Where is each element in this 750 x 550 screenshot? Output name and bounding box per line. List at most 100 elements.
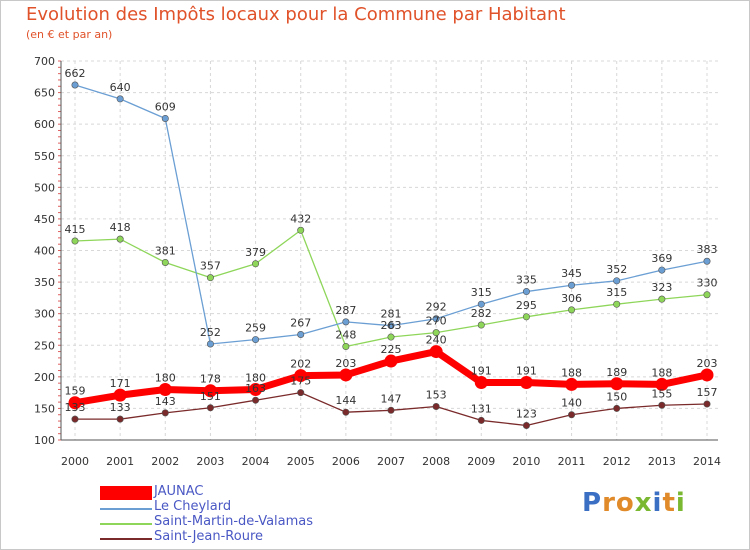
data-point-saint-martin-de-valamas <box>387 333 395 341</box>
x-tick-label: 2001 <box>106 455 134 468</box>
legend-label: Saint-Martin-de-Valamas <box>154 514 314 529</box>
data-label-le-cheylard: 252 <box>200 326 221 339</box>
data-label-jaunac: 240 <box>426 334 447 347</box>
data-label-le-cheylard: 352 <box>606 263 627 276</box>
chart-title: Evolution des Impôts locaux pour la Comm… <box>26 4 566 25</box>
data-label-saint-jean-roure: 151 <box>200 390 221 403</box>
data-label-jaunac: 171 <box>110 377 131 390</box>
data-label-jaunac: 202 <box>290 358 311 371</box>
data-label-saint-martin-de-valamas: 270 <box>426 315 447 328</box>
x-tick-label: 2011 <box>558 455 586 468</box>
data-point-saint-jean-roure <box>252 396 260 404</box>
x-tick-label: 2007 <box>377 455 405 468</box>
proxiti-logo: Proxiti <box>582 488 686 518</box>
data-label-le-cheylard: 335 <box>516 274 537 287</box>
y-tick-label: 600 <box>34 118 55 131</box>
data-label-jaunac: 159 <box>65 385 86 398</box>
data-label-le-cheylard: 369 <box>651 252 672 265</box>
data-label-saint-jean-roure: 133 <box>110 401 131 414</box>
y-tick-label: 500 <box>34 181 55 194</box>
data-label-saint-jean-roure: 153 <box>426 389 447 402</box>
data-point-le-cheylard <box>297 331 305 339</box>
y-tick-label: 300 <box>34 308 55 321</box>
data-label-saint-martin-de-valamas: 263 <box>381 319 402 332</box>
data-point-saint-martin-de-valamas <box>432 329 440 337</box>
data-label-le-cheylard: 259 <box>245 322 266 335</box>
data-point-le-cheylard <box>116 95 124 103</box>
data-point-le-cheylard <box>206 340 214 348</box>
data-point-le-cheylard <box>387 322 395 330</box>
data-label-le-cheylard: 383 <box>697 243 718 256</box>
data-label-le-cheylard: 287 <box>335 304 356 317</box>
x-tick-label: 2003 <box>196 455 224 468</box>
data-label-le-cheylard: 281 <box>381 308 402 321</box>
legend-label: Le Cheylard <box>154 499 232 514</box>
data-label-saint-martin-de-valamas: 432 <box>290 212 311 225</box>
legend-swatch <box>100 486 152 500</box>
logo-letter: r <box>602 488 616 518</box>
data-point-le-cheylard <box>613 277 621 285</box>
logo-letter: i <box>675 488 686 518</box>
data-label-saint-jean-roure: 155 <box>651 387 672 400</box>
data-label-saint-martin-de-valamas: 418 <box>110 221 131 234</box>
y-tick-label: 350 <box>34 276 55 289</box>
data-point-jaunac <box>249 382 263 396</box>
data-point-saint-jean-roure <box>658 401 666 409</box>
data-label-saint-jean-roure: 175 <box>290 375 311 388</box>
data-label-saint-martin-de-valamas: 306 <box>561 292 582 305</box>
y-tick-label: 450 <box>34 213 55 226</box>
data-label-jaunac: 188 <box>651 366 672 379</box>
data-point-le-cheylard <box>568 281 576 289</box>
data-point-saint-jean-roure <box>297 389 305 397</box>
data-label-saint-martin-de-valamas: 248 <box>335 329 356 342</box>
data-label-le-cheylard: 345 <box>561 267 582 280</box>
data-point-jaunac <box>113 388 127 402</box>
x-tick-label: 2002 <box>151 455 179 468</box>
x-tick-label: 2004 <box>242 455 270 468</box>
x-tick-label: 2008 <box>422 455 450 468</box>
y-tick-label: 100 <box>34 434 55 447</box>
legend-label: Saint-Jean-Roure <box>154 529 264 544</box>
data-point-saint-martin-de-valamas <box>477 321 485 329</box>
data-point-saint-jean-roure <box>522 421 530 429</box>
data-point-saint-jean-roure <box>432 403 440 411</box>
data-point-saint-martin-de-valamas <box>342 343 350 351</box>
data-label-saint-jean-roure: 147 <box>381 392 402 405</box>
data-label-saint-jean-roure: 131 <box>471 402 492 415</box>
data-point-le-cheylard <box>658 266 666 274</box>
data-point-jaunac <box>610 377 624 391</box>
data-label-saint-jean-roure: 157 <box>697 386 718 399</box>
data-point-le-cheylard <box>71 81 79 89</box>
data-label-saint-jean-roure: 143 <box>155 395 176 408</box>
data-point-saint-jean-roure <box>161 409 169 417</box>
data-label-jaunac: 189 <box>606 366 627 379</box>
y-tick-label: 400 <box>34 245 55 258</box>
data-point-saint-jean-roure <box>477 416 485 424</box>
data-point-jaunac <box>339 368 353 382</box>
logo-letter: i <box>652 488 663 518</box>
logo-letter: P <box>582 488 603 518</box>
data-point-jaunac <box>474 376 488 390</box>
data-point-le-cheylard <box>161 114 169 122</box>
data-label-saint-martin-de-valamas: 357 <box>200 260 221 273</box>
data-point-jaunac <box>68 396 82 410</box>
data-label-jaunac: 180 <box>155 371 176 384</box>
data-point-saint-jean-roure <box>568 411 576 419</box>
data-point-saint-jean-roure <box>703 400 711 408</box>
x-tick-label: 2005 <box>287 455 315 468</box>
data-point-saint-martin-de-valamas <box>71 237 79 245</box>
data-label-saint-martin-de-valamas: 330 <box>697 277 718 290</box>
data-point-jaunac <box>203 384 217 398</box>
logo-letter: t <box>662 488 676 518</box>
data-point-le-cheylard <box>477 300 485 308</box>
x-tick-label: 2000 <box>61 455 89 468</box>
data-point-saint-martin-de-valamas <box>252 260 260 268</box>
data-label-le-cheylard: 267 <box>290 317 311 330</box>
data-label-jaunac: 191 <box>516 365 537 378</box>
data-point-saint-jean-roure <box>342 408 350 416</box>
data-label-le-cheylard: 315 <box>471 286 492 299</box>
data-point-saint-martin-de-valamas <box>522 313 530 321</box>
legend-swatch <box>100 538 152 540</box>
y-tick-label: 150 <box>34 402 55 415</box>
data-point-jaunac <box>294 369 308 383</box>
